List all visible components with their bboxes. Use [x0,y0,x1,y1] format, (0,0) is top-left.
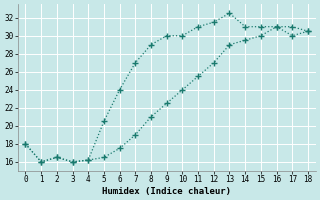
X-axis label: Humidex (Indice chaleur): Humidex (Indice chaleur) [102,187,231,196]
